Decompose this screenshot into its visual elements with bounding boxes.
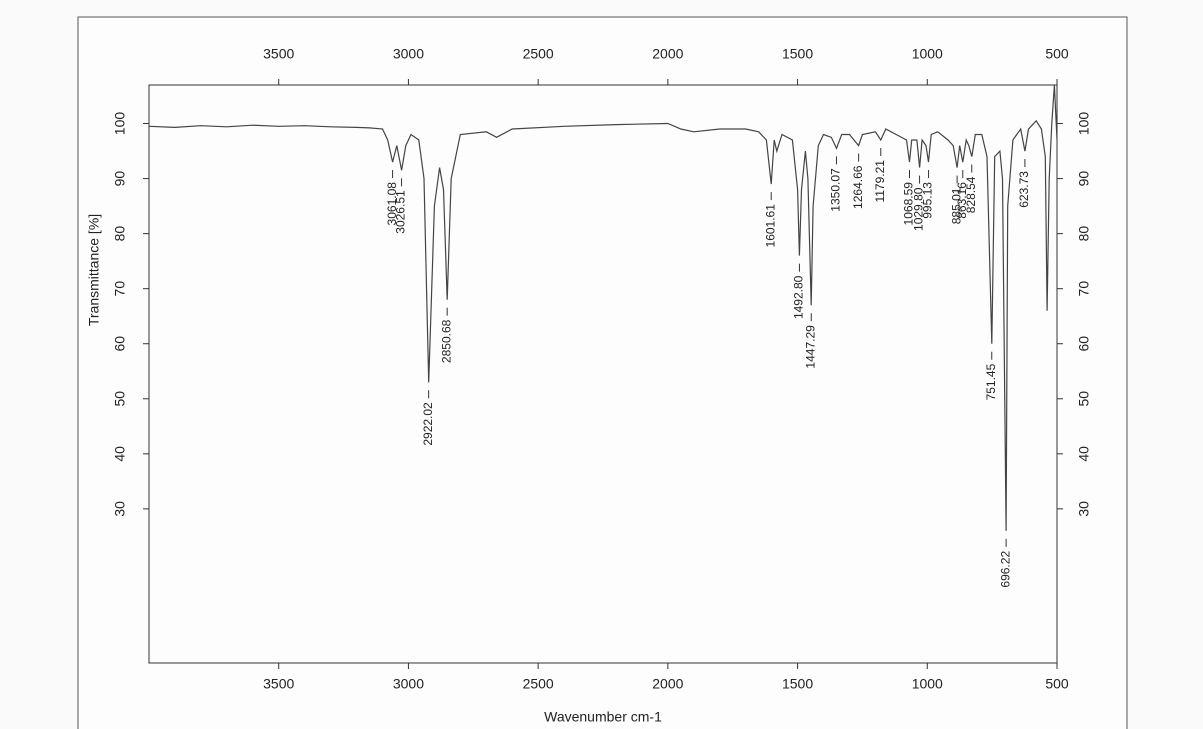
x-tick-label: 2500 [523, 676, 554, 692]
y-tick-label: 100 [112, 112, 128, 136]
peak-label: 1068.59 [902, 182, 916, 226]
spectrum-line [148, 84, 1058, 531]
y-tick-label: 70 [112, 281, 128, 297]
x-axis-label: Wavenumber cm-1 [544, 709, 662, 725]
y-tick-label-right: 80 [1076, 226, 1092, 242]
y-tick-label: 60 [112, 336, 128, 352]
x-tick-label: 2000 [652, 676, 683, 692]
peak-label: 828.54 [964, 176, 978, 213]
y-tick-label-right: 60 [1076, 336, 1092, 352]
peak-label: 1350.07 [829, 168, 843, 212]
x-tick-label: 1500 [782, 676, 813, 692]
peak-label: 885.01 [949, 187, 963, 224]
x-tick-label: 3000 [393, 676, 424, 692]
x-tick-label: 500 [1045, 676, 1069, 692]
peak-label: 1179.21 [873, 160, 887, 203]
y-tick-label: 80 [112, 226, 128, 242]
x-tick-label-top: 2500 [523, 46, 554, 62]
peak-label: 2850.68 [439, 319, 453, 363]
x-tick-label-top: 2000 [652, 46, 683, 62]
page-frame [77, 16, 1128, 729]
peak-label: 1492.80 [792, 275, 806, 319]
peak-label: 2922.02 [421, 402, 435, 446]
y-tick-label-right: 30 [1076, 501, 1092, 517]
x-tick-label-top: 500 [1045, 46, 1069, 62]
peak-label: 696.22 [998, 551, 1012, 588]
y-tick-label-right: 100 [1076, 112, 1092, 136]
peak-label: 623.73 [1017, 171, 1031, 208]
y-tick-label-right: 50 [1076, 391, 1092, 407]
x-tick-label: 3500 [263, 676, 294, 692]
peak-label: 1447.29 [803, 325, 817, 369]
peak-label: 751.45 [984, 363, 998, 400]
y-tick-label: 90 [112, 171, 128, 187]
peak-label: 1601.61 [763, 204, 777, 248]
peak-label: 1029.80 [912, 187, 926, 231]
peak-label: 3061.08 [385, 182, 399, 226]
y-tick-label-right: 90 [1076, 171, 1092, 187]
x-tick-label: 1000 [912, 676, 943, 692]
y-tick-label-right: 40 [1076, 446, 1092, 462]
x-tick-label-top: 3500 [263, 46, 294, 62]
y-axis-label: Transmittance [%] [86, 214, 102, 326]
peak-label: 863.16 [955, 182, 969, 219]
peak-label: 3026.51 [394, 190, 408, 234]
peak-label: 995.13 [921, 182, 935, 219]
peak-label: 1264.66 [851, 165, 865, 209]
y-tick-label: 40 [112, 446, 128, 462]
y-tick-label: 30 [112, 501, 128, 517]
y-tick-label: 50 [112, 391, 128, 407]
plot-frame [148, 84, 1058, 664]
y-tick-label-right: 70 [1076, 281, 1092, 297]
x-tick-label-top: 3000 [393, 46, 424, 62]
x-tick-label-top: 1000 [912, 46, 943, 62]
x-tick-label-top: 1500 [782, 46, 813, 62]
